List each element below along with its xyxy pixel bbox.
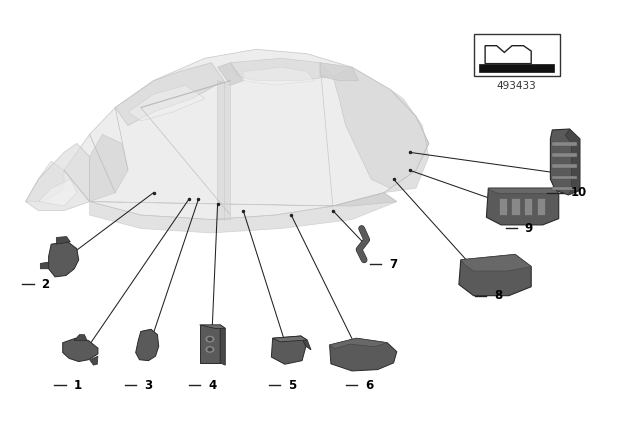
Circle shape bbox=[208, 348, 212, 351]
Bar bbox=[474, 34, 560, 76]
Text: 4: 4 bbox=[208, 379, 216, 392]
Polygon shape bbox=[40, 262, 49, 269]
Bar bbox=[552, 164, 577, 168]
Text: 7: 7 bbox=[389, 258, 397, 271]
Polygon shape bbox=[26, 161, 64, 202]
Polygon shape bbox=[26, 143, 90, 211]
Bar bbox=[552, 187, 577, 190]
Polygon shape bbox=[330, 338, 397, 371]
Polygon shape bbox=[230, 58, 333, 81]
Polygon shape bbox=[74, 335, 87, 340]
Polygon shape bbox=[200, 325, 220, 363]
Polygon shape bbox=[550, 129, 580, 195]
Polygon shape bbox=[136, 329, 159, 361]
Bar bbox=[552, 176, 577, 179]
Bar bbox=[552, 153, 577, 157]
Polygon shape bbox=[63, 338, 98, 362]
Polygon shape bbox=[220, 325, 225, 365]
Text: 3: 3 bbox=[144, 379, 152, 392]
Polygon shape bbox=[49, 242, 79, 277]
Polygon shape bbox=[56, 237, 70, 244]
Polygon shape bbox=[200, 325, 225, 328]
Polygon shape bbox=[90, 134, 128, 202]
Polygon shape bbox=[301, 336, 311, 350]
Text: 9: 9 bbox=[525, 222, 533, 235]
Text: 493433: 493433 bbox=[497, 81, 537, 91]
Polygon shape bbox=[90, 356, 98, 365]
Text: 2: 2 bbox=[42, 278, 50, 291]
Circle shape bbox=[206, 336, 214, 342]
Polygon shape bbox=[486, 188, 559, 225]
Bar bbox=[511, 198, 520, 215]
Text: 10: 10 bbox=[571, 186, 587, 199]
Polygon shape bbox=[273, 336, 307, 342]
Bar bbox=[499, 198, 507, 215]
Polygon shape bbox=[271, 336, 306, 364]
Polygon shape bbox=[384, 90, 429, 193]
Bar bbox=[537, 198, 545, 215]
Bar bbox=[552, 142, 577, 146]
Polygon shape bbox=[461, 254, 531, 271]
Polygon shape bbox=[218, 63, 243, 85]
Bar bbox=[524, 198, 532, 215]
Polygon shape bbox=[320, 63, 358, 81]
Polygon shape bbox=[90, 193, 397, 233]
Polygon shape bbox=[459, 254, 531, 296]
Polygon shape bbox=[64, 49, 429, 220]
Polygon shape bbox=[565, 129, 580, 195]
Polygon shape bbox=[333, 67, 429, 188]
Polygon shape bbox=[243, 67, 314, 85]
Text: 8: 8 bbox=[494, 289, 502, 302]
Text: 5: 5 bbox=[288, 379, 296, 392]
Text: 6: 6 bbox=[365, 379, 373, 392]
Bar bbox=[479, 64, 554, 72]
Text: 1: 1 bbox=[74, 379, 82, 392]
Polygon shape bbox=[90, 193, 397, 206]
Polygon shape bbox=[218, 81, 230, 220]
Polygon shape bbox=[330, 338, 387, 349]
Polygon shape bbox=[38, 179, 77, 206]
Polygon shape bbox=[488, 188, 559, 194]
Circle shape bbox=[208, 338, 212, 340]
Circle shape bbox=[206, 347, 214, 352]
Polygon shape bbox=[128, 85, 205, 121]
Polygon shape bbox=[115, 63, 224, 125]
Polygon shape bbox=[485, 46, 531, 64]
